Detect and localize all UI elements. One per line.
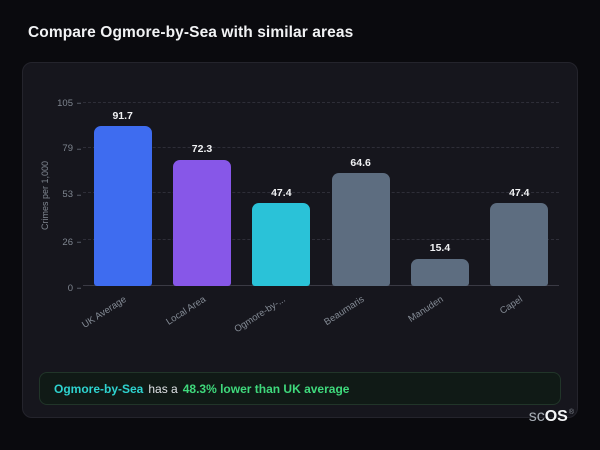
bar-column: 64.6 — [331, 103, 390, 286]
bar[interactable] — [252, 203, 311, 286]
bar-value-label: 64.6 — [350, 156, 371, 169]
bar[interactable] — [172, 159, 231, 286]
bar[interactable] — [93, 126, 152, 286]
plot-area: 91.7 72.3 47.4 64.6 — [83, 102, 559, 286]
bar-chart: Crimes per 1,000 0 26 53 79 105 91.7 — [37, 98, 559, 335]
bar[interactable] — [410, 258, 469, 286]
x-axis-label: Ogmore-by-... — [232, 293, 288, 335]
x-axis-label: UK Average — [80, 293, 129, 331]
bar-value-label: 72.3 — [191, 143, 213, 156]
y-tick: 26 — [62, 236, 81, 248]
bar-column: 15.4 — [410, 103, 469, 286]
page-title: Compare Ogmore-by-Sea with similar areas — [28, 24, 354, 41]
y-tick: 0 — [67, 282, 82, 294]
x-axis-label: Beaumaris — [322, 293, 367, 328]
x-axis: UK Average Local Area Ogmore-by-... Beau… — [80, 286, 559, 335]
y-axis: 0 26 53 79 105 — [53, 98, 83, 292]
chart-card: Crimes per 1,000 0 26 53 79 105 91.7 — [22, 62, 578, 418]
note-highlight: 48.3% lower than UK average — [182, 381, 350, 396]
bar-value-label: 15.4 — [429, 242, 451, 255]
note-box: Ogmore-by-Sea has a 48.3% lower than UK … — [39, 372, 561, 405]
bar-value-label: 47.4 — [509, 186, 530, 199]
y-axis-label: Crimes per 1,000 — [40, 160, 50, 231]
bar-column: 47.4 — [252, 103, 311, 286]
bar-value-label: 47.4 — [271, 186, 292, 199]
gridline — [83, 147, 559, 149]
x-axis-label: Local Area — [164, 293, 208, 328]
gridline — [83, 284, 559, 286]
bar-column: 47.4 — [490, 103, 549, 286]
x-axis-label: Capel — [498, 293, 526, 317]
gridline — [83, 102, 559, 103]
bar-column: 72.3 — [172, 103, 231, 286]
plot-column: 91.7 72.3 47.4 64.6 — [80, 102, 559, 335]
scos-logo: sc OS ® — [529, 409, 574, 425]
bar-column: 91.7 — [93, 103, 152, 286]
x-axis-label: Manuden — [406, 293, 446, 325]
y-tick: 79 — [62, 143, 81, 155]
bar[interactable] — [490, 203, 549, 286]
y-tick: 105 — [57, 97, 81, 109]
bars: 91.7 72.3 47.4 64.6 — [83, 103, 559, 286]
bar-value-label: 91.7 — [112, 109, 133, 122]
logo-suffix: OS — [544, 408, 568, 425]
bar[interactable] — [331, 173, 390, 286]
note-area-name: Ogmore-by-Sea — [54, 381, 144, 396]
y-tick: 53 — [62, 188, 81, 200]
gridline — [83, 239, 559, 241]
note-text: has a — [148, 381, 178, 396]
gridline — [83, 192, 559, 194]
y-axis-label-wrap: Crimes per 1,000 — [37, 103, 53, 288]
registered-mark: ® — [568, 409, 574, 416]
logo-prefix: sc — [528, 408, 545, 425]
